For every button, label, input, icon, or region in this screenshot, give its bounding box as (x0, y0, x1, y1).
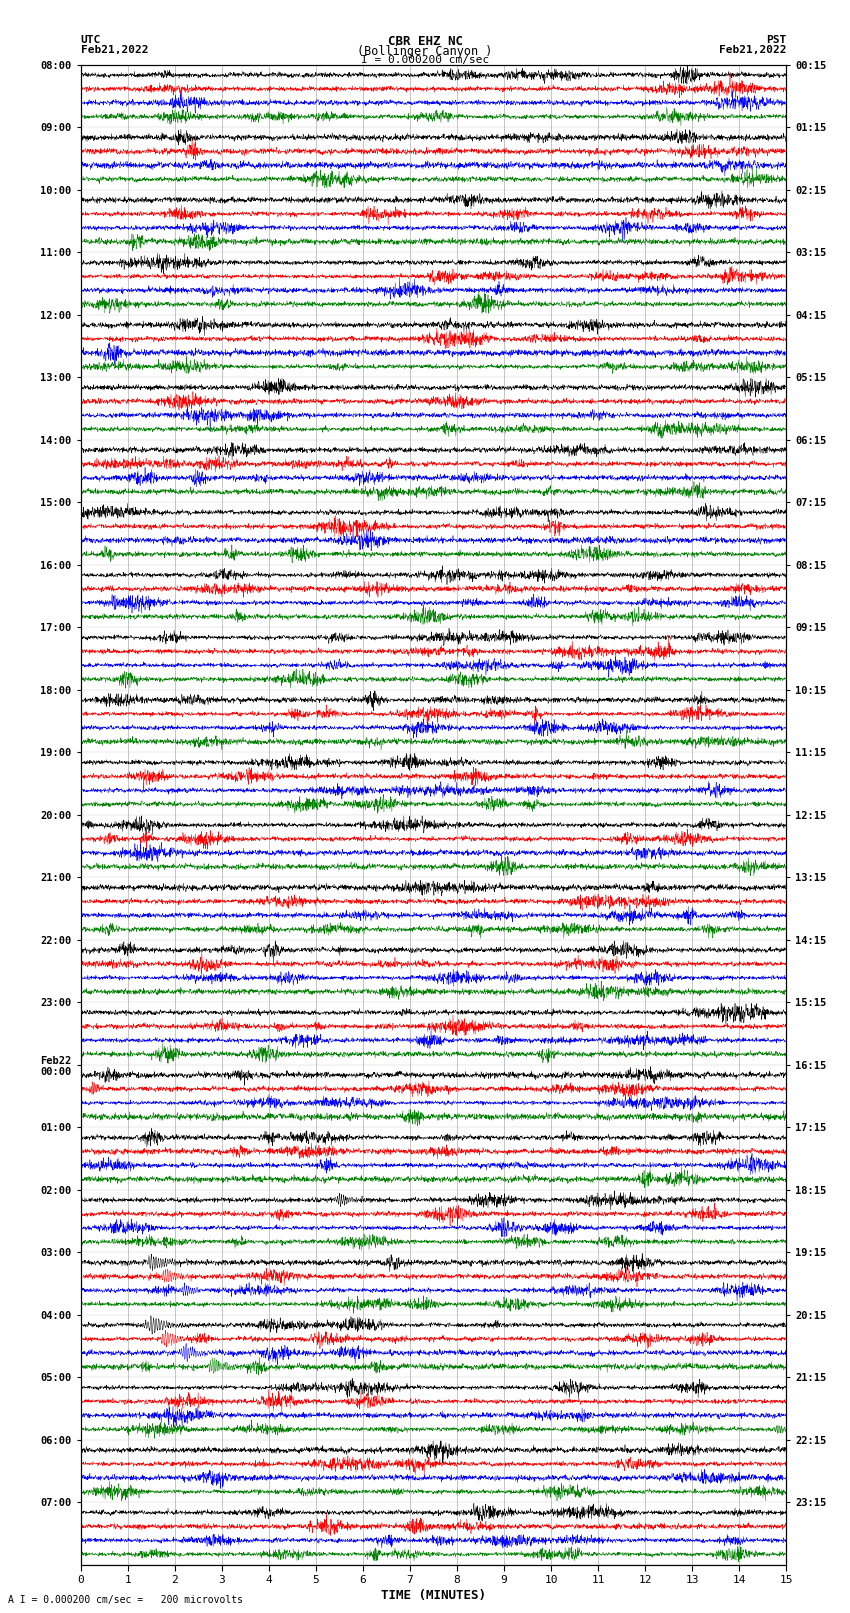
Text: I = 0.000200 cm/sec: I = 0.000200 cm/sec (361, 55, 489, 65)
Text: CBR EHZ NC: CBR EHZ NC (388, 35, 462, 48)
X-axis label: TIME (MINUTES): TIME (MINUTES) (381, 1589, 486, 1602)
Text: UTC: UTC (81, 35, 101, 45)
Text: A I = 0.000200 cm/sec =   200 microvolts: A I = 0.000200 cm/sec = 200 microvolts (8, 1595, 243, 1605)
Text: Feb21,2022: Feb21,2022 (719, 45, 786, 55)
Text: PST: PST (766, 35, 786, 45)
Text: Feb21,2022: Feb21,2022 (81, 45, 148, 55)
Text: (Bollinger Canyon ): (Bollinger Canyon ) (357, 45, 493, 58)
